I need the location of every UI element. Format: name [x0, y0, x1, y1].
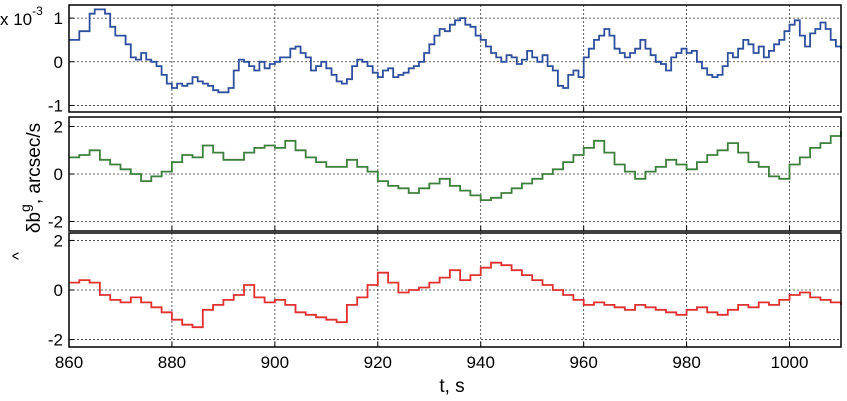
series-line-top [69, 8, 842, 94]
x-tick-labels: 860 880 900 920 940 960 980 1000 [55, 353, 809, 372]
y-tick-label: 0 [54, 165, 63, 184]
panel-bottom: -2 0 2 [48, 231, 842, 350]
y-tick-label: 1 [54, 9, 63, 28]
y-tick-label: 2 [54, 118, 63, 137]
top-multiplier: x 10-3 [0, 4, 43, 29]
y-tick-label: -1 [48, 96, 63, 115]
y-axis-label-hat: ^ [9, 252, 28, 260]
multiplier-exponent: -3 [32, 4, 43, 18]
y-tick-label: 0 [54, 53, 63, 72]
x-axis-label: t, s [439, 376, 464, 397]
y-axis-label-sup: g [17, 204, 33, 212]
series-line-middle [69, 131, 842, 201]
axes-frame [68, 116, 842, 232]
svg-text:δbg, arcsec/s: δbg, arcsec/s [17, 123, 45, 233]
y-tick-label: -2 [48, 331, 63, 350]
multiplier-base: x 10 [0, 10, 32, 29]
x-tick-label: 900 [261, 353, 289, 372]
y-tick-label: -2 [48, 213, 63, 232]
x-tick-label: 940 [467, 353, 495, 372]
axes-frame [68, 4, 842, 113]
x-tick-label: 920 [364, 353, 392, 372]
panels: -101-202-202 [48, 4, 842, 350]
x-tick-label: 880 [158, 353, 186, 372]
y-tick-label: 2 [54, 231, 63, 250]
y-axis-label-rest: , arcsec/s [24, 123, 45, 204]
panel-middle: -2 0 2 [48, 116, 842, 232]
x-tick-label: 860 [55, 353, 83, 372]
axes-frame [68, 232, 842, 348]
x-tick-label: 960 [569, 353, 597, 372]
x-tick-label: 1000 [771, 353, 809, 372]
panel-top: -1 0 1 [48, 4, 842, 115]
y-axis-label-main: δb [24, 212, 45, 233]
y-tick-label: 0 [54, 281, 63, 300]
series-line-bottom [69, 261, 842, 329]
y-axis-label: δbg, arcsec/s ^ [9, 123, 45, 260]
x-tick-label: 980 [672, 353, 700, 372]
